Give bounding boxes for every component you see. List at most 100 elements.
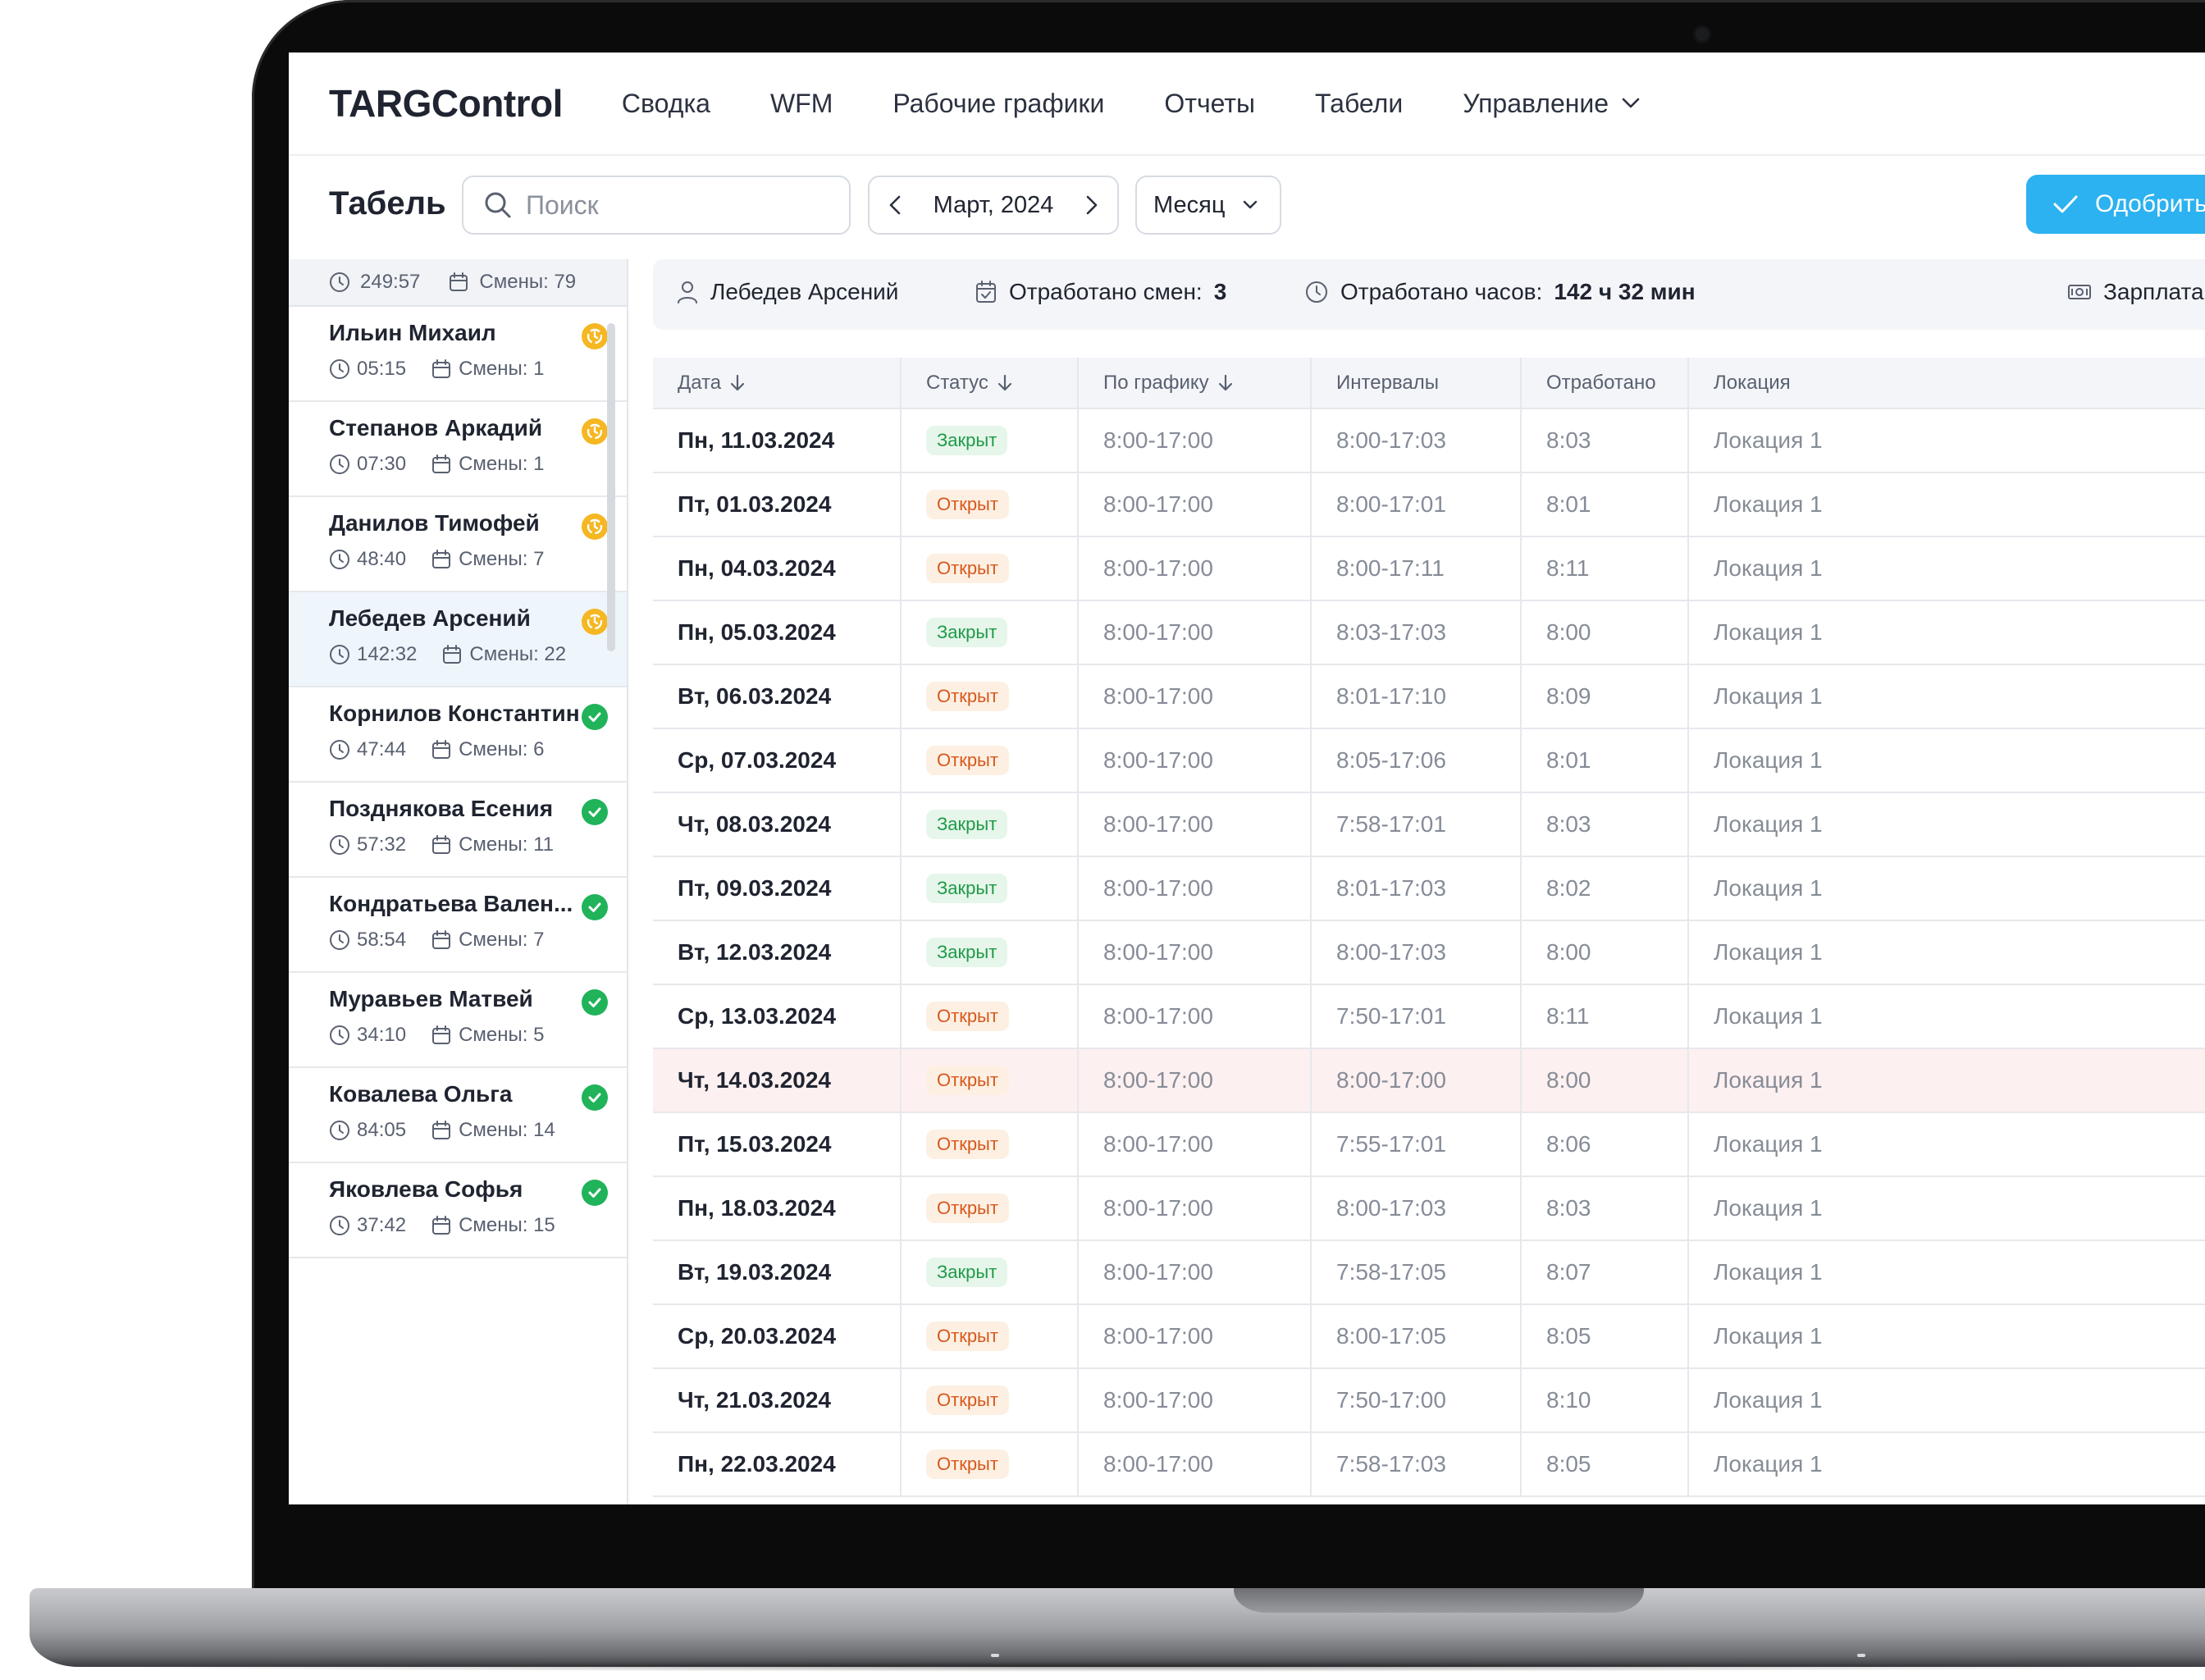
column-header-date[interactable]: Дата [653, 358, 902, 409]
employee-hours: 34:10 [357, 1024, 407, 1046]
approved-status-badge [582, 989, 608, 1016]
nav-item-timesheets[interactable]: Табели [1315, 89, 1403, 119]
column-header-intervals[interactable]: Интервалы [1311, 358, 1522, 409]
nav-item-reports[interactable]: Отчеты [1164, 89, 1255, 119]
timesheet-rows: Пн, 11.03.2024 Закрыт 8:00-17:00 8:00-17:03… [653, 409, 2205, 1497]
calendar-icon [432, 359, 451, 378]
status-badge: Закрыт [926, 618, 1008, 647]
employee-list-item[interactable]: Лебедев Арсений 142:32 Смены: 22 [289, 592, 627, 687]
column-header-worked[interactable]: Отработано [1521, 358, 1689, 409]
employee-list-item[interactable]: Яковлева Софья 37:42 Смены: 15 [289, 1163, 627, 1258]
clock-icon [1306, 281, 1327, 303]
cell-date: Вт, 12.03.2024 [653, 920, 902, 985]
employee-meta: 05:15 Смены: 1 [329, 358, 544, 381]
scrollbar-thumb[interactable] [607, 323, 615, 651]
laptop-foot [991, 1654, 999, 1657]
approve-button[interactable]: Одобрить [2026, 175, 2205, 234]
top-navigation: TARGControl Сводка WFM Рабочие графики О… [289, 52, 2205, 156]
table-row[interactable]: Пн, 11.03.2024 Закрыт 8:00-17:00 8:00-17:03… [653, 409, 2205, 473]
nav-item-wfm[interactable]: WFM [770, 89, 833, 119]
cell-schedule: 8:00-17:00 [1078, 1368, 1312, 1433]
cell-schedule: 8:00-17:00 [1078, 1112, 1312, 1177]
employee-list-item[interactable]: Степанов Аркадий 07:30 Смены: 1 [289, 402, 627, 497]
pending-status-badge [582, 609, 608, 635]
cell-intervals: 8:00-17:03 [1311, 920, 1522, 985]
employee-meta: 34:10 Смены: 5 [329, 1024, 544, 1047]
table-row[interactable]: Чт, 08.03.2024 Закрыт 8:00-17:00 7:58-17:01… [653, 792, 2205, 857]
table-row[interactable]: Чт, 21.03.2024 Открыт 8:00-17:00 7:50-17:00… [653, 1368, 2205, 1433]
employee-list-item[interactable]: Муравьев Матвей 34:10 Смены: 5 [289, 973, 627, 1068]
table-row[interactable]: Пт, 09.03.2024 Закрыт 8:00-17:00 8:01-17:03… [653, 856, 2205, 921]
table-row[interactable]: Пн, 05.03.2024 Закрыт 8:00-17:00 8:03-17:03… [653, 600, 2205, 665]
table-row[interactable]: Вт, 19.03.2024 Закрыт 8:00-17:00 7:58-17:05… [653, 1240, 2205, 1305]
nav-item-schedules[interactable]: Рабочие графики [892, 89, 1104, 119]
cell-worked: 8:00 [1521, 600, 1689, 665]
column-header-location[interactable]: Локация [1688, 358, 2205, 409]
column-header-label: Статус [926, 371, 988, 394]
table-row[interactable]: Пн, 22.03.2024 Открыт 8:00-17:00 7:58-17:03… [653, 1432, 2205, 1497]
table-row[interactable]: Пт, 15.03.2024 Открыт 8:00-17:00 7:55-17:01… [653, 1112, 2205, 1177]
nav-item-label: Рабочие графики [892, 88, 1105, 118]
check-circle-icon [588, 1093, 601, 1102]
table-row[interactable]: Пн, 18.03.2024 Открыт 8:00-17:00 8:00-17:03… [653, 1176, 2205, 1241]
table-row[interactable]: Пт, 01.03.2024 Открыт 8:00-17:00 8:00-17:01… [653, 472, 2205, 537]
info-shifts: Отработано смен: 3 [975, 279, 1226, 305]
table-row[interactable]: Вт, 06.03.2024 Открыт 8:00-17:00 8:01-17:10… [653, 664, 2205, 729]
check-circle-icon [588, 998, 601, 1007]
column-header-status[interactable]: Статус [901, 358, 1079, 409]
nav-item-svodka[interactable]: Сводка [622, 89, 710, 119]
cell-intervals: 7:50-17:00 [1311, 1368, 1522, 1433]
summary-hours: 249:57 [360, 271, 421, 293]
status-badge: Закрыт [926, 1258, 1008, 1287]
table-row[interactable]: Чт, 14.03.2024 Открыт 8:00-17:00 8:00-17:00… [653, 1048, 2205, 1113]
employee-hours: 142:32 [357, 643, 418, 665]
table-row[interactable]: Вт, 12.03.2024 Закрыт 8:00-17:00 8:00-17:03… [653, 920, 2205, 985]
cell-worked: 8:02 [1521, 856, 1689, 921]
approved-status-badge [582, 1084, 608, 1111]
cell-status: Закрыт [901, 920, 1079, 985]
info-shifts-value: 3 [1213, 279, 1227, 304]
view-mode-select[interactable]: Месяц [1135, 176, 1281, 235]
employee-list-item[interactable]: Данилов Тимофей 48:40 Смены: 7 [289, 497, 627, 592]
search-input[interactable] [524, 189, 839, 221]
chevron-left-icon[interactable] [888, 194, 902, 216]
employee-items: Ильин Михаил 05:15 Смены: 1 Степанов Аркади… [289, 307, 627, 1258]
employee-name: Ильин Михаил [329, 320, 496, 345]
search-field[interactable] [462, 176, 851, 235]
period-label: Март, 2024 [933, 191, 1054, 218]
table-row[interactable]: Ср, 13.03.2024 Открыт 8:00-17:00 7:50-17:01… [653, 984, 2205, 1049]
employee-list-item[interactable]: Кондратьева Вален... 58:54 Смены: 7 [289, 878, 627, 973]
page-title: Табель [329, 185, 446, 221]
pending-status-badge [582, 418, 608, 445]
employee-name: Данилов Тимофей [329, 510, 540, 536]
cell-location: Локация 1 [1688, 984, 2205, 1049]
employee-shifts: Смены: 15 [459, 1214, 555, 1236]
table-row[interactable]: Ср, 20.03.2024 Открыт 8:00-17:00 8:00-17:05… [653, 1304, 2205, 1369]
brand-logo[interactable]: TARGControl [329, 82, 563, 125]
cell-date: Вт, 19.03.2024 [653, 1240, 902, 1305]
employee-list-item[interactable]: Ильин Михаил 05:15 Смены: 1 [289, 307, 627, 402]
table-row[interactable]: Ср, 07.03.2024 Открыт 8:00-17:00 8:05-17:06… [653, 728, 2205, 793]
employee-hours: 07:30 [357, 453, 407, 475]
employee-list-item[interactable]: Корнилов Константин 47:44 Смены: 6 [289, 687, 627, 783]
cell-worked: 8:00 [1521, 1048, 1689, 1113]
cell-date: Вт, 06.03.2024 [653, 664, 902, 729]
status-badge: Открыт [926, 1449, 1009, 1479]
chevron-right-icon[interactable] [1084, 194, 1099, 216]
cell-worked: 8:06 [1521, 1112, 1689, 1177]
table-row[interactable]: Пн, 04.03.2024 Открыт 8:00-17:00 8:00-17:11… [653, 536, 2205, 601]
status-badge: Закрыт [926, 426, 1008, 455]
check-circle-icon [588, 1188, 601, 1198]
pending-icon [587, 518, 603, 535]
employee-list-item[interactable]: Ковалева Ольга 84:05 Смены: 14 [289, 1068, 627, 1163]
cell-intervals: 8:00-17:00 [1311, 1048, 1522, 1113]
cell-schedule: 8:00-17:00 [1078, 856, 1312, 921]
cell-worked: 8:03 [1521, 792, 1689, 857]
cell-worked: 8:03 [1521, 1176, 1689, 1241]
nav-item-management[interactable]: Управление [1463, 89, 1640, 119]
cell-location: Локация 1 [1688, 409, 2205, 473]
cell-location: Локация 1 [1688, 664, 2205, 729]
employee-list-item[interactable]: Позднякова Есения 57:32 Смены: 11 [289, 783, 627, 878]
column-header-schedule[interactable]: По графику [1078, 358, 1312, 409]
cell-schedule: 8:00-17:00 [1078, 984, 1312, 1049]
